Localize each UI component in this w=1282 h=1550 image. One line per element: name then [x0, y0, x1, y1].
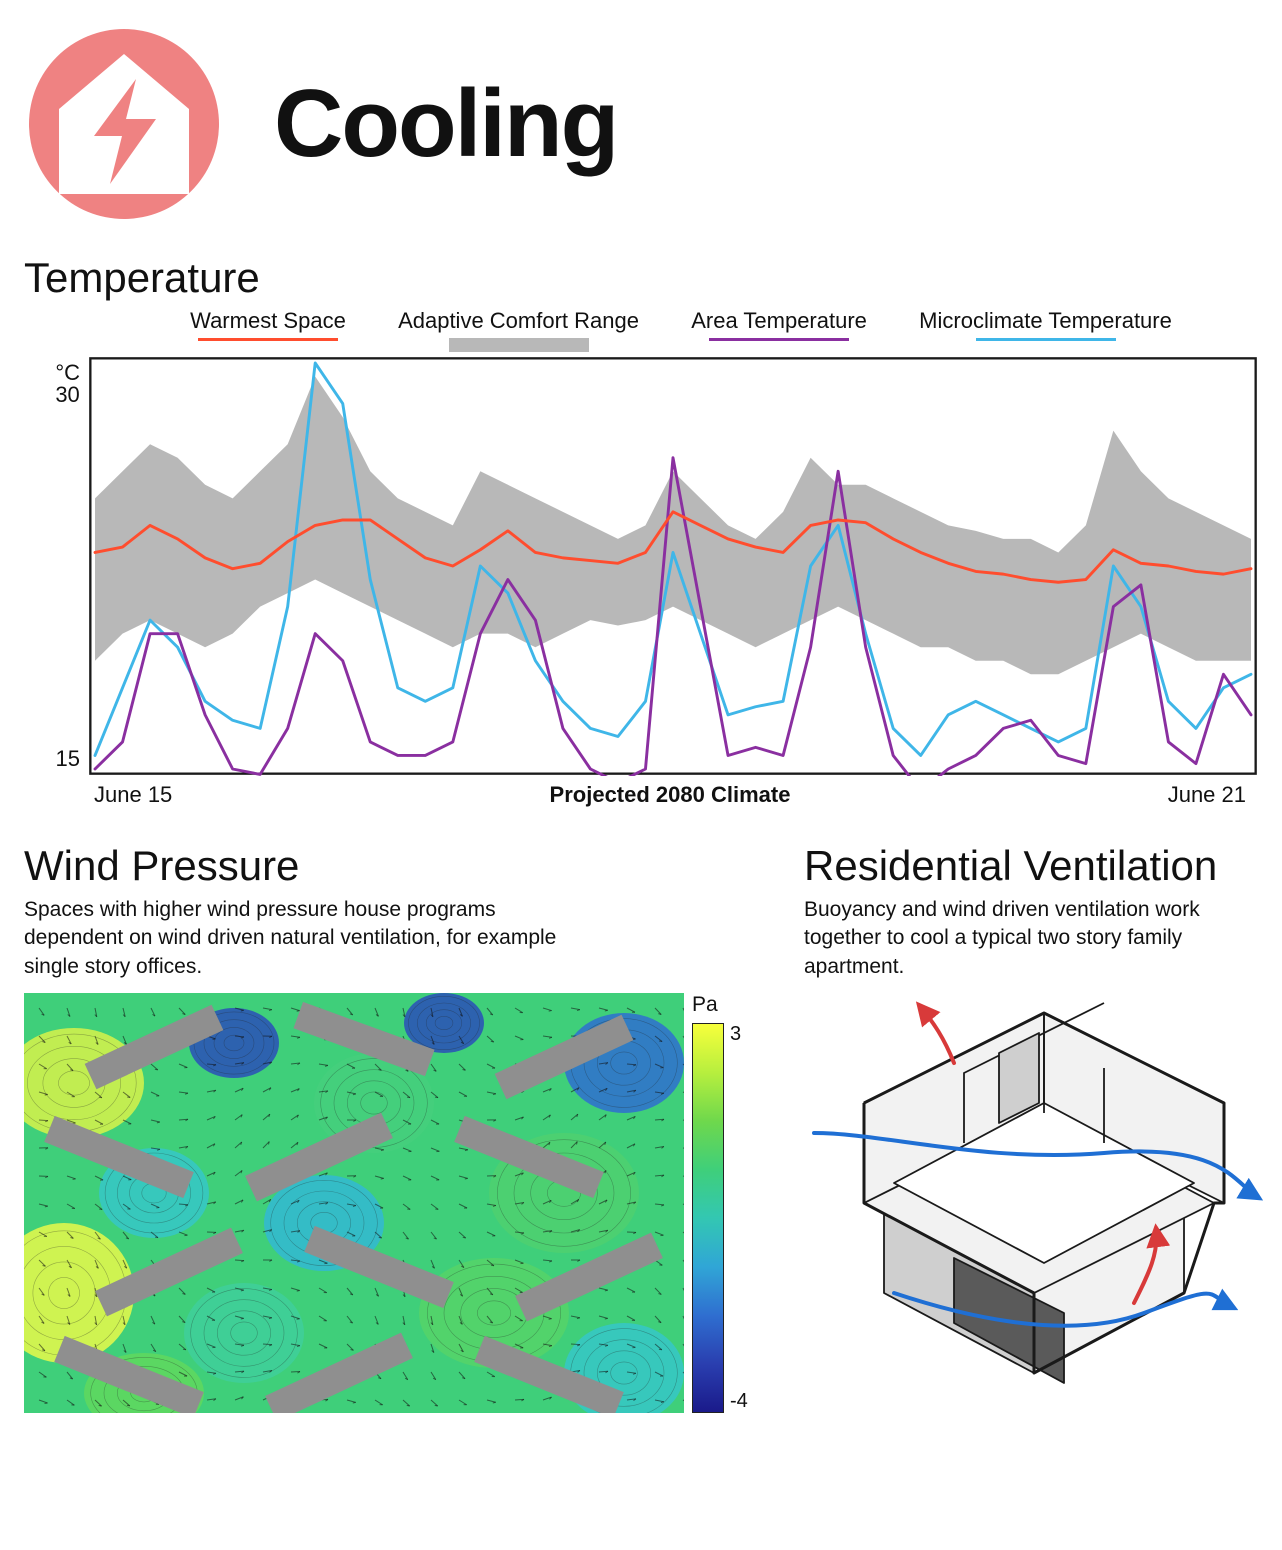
y-tick-max: 30 [55, 382, 80, 408]
wind-scale-labels: 3 -4 [724, 1023, 748, 1413]
temperature-title: Temperature [24, 254, 1258, 302]
wind-section: Wind Pressure Spaces with higher wind pr… [24, 832, 764, 1413]
wind-scale-max: 3 [730, 1023, 748, 1046]
wind-heatmap-wrap: Pa 3 -4 [24, 993, 764, 1413]
wind-title: Wind Pressure [24, 842, 764, 890]
legend-swatch-line [976, 338, 1116, 341]
x-right-label: June 21 [1168, 782, 1246, 808]
legend-micro: Microclimate Temperature [919, 308, 1172, 341]
legend-swatch-band [449, 338, 589, 352]
legend-label: Warmest Space [190, 308, 346, 334]
page: Cooling Temperature Warmest Space Adapti… [0, 0, 1282, 1445]
temperature-legend: Warmest Space Adaptive Comfort Range Are… [24, 308, 1258, 356]
wind-scale-min: -4 [730, 1390, 748, 1413]
page-title: Cooling [274, 76, 617, 172]
x-center-label: Projected 2080 Climate [550, 782, 791, 808]
legend-warmest: Warmest Space [190, 308, 346, 341]
wind-description: Spaces with higher wind pressure house p… [24, 896, 584, 981]
bottom-row: Wind Pressure Spaces with higher wind pr… [24, 832, 1258, 1413]
legend-swatch-line [198, 338, 338, 341]
wind-scale: Pa 3 -4 [692, 993, 748, 1413]
wind-scale-bar [692, 1023, 724, 1413]
x-axis: June 15 Projected 2080 Climate June 21 [24, 776, 1258, 808]
y-tick-min: 15 [56, 746, 80, 772]
page-header: Cooling [24, 24, 1258, 224]
legend-comfort: Adaptive Comfort Range [398, 308, 639, 352]
wind-scale-unit: Pa [692, 993, 718, 1017]
temperature-chart-svg [88, 356, 1258, 776]
x-left-label: June 15 [94, 782, 172, 808]
wind-heatmap-svg [24, 993, 684, 1413]
legend-label: Area Temperature [691, 308, 867, 334]
ventilation-title: Residential Ventilation [804, 842, 1274, 890]
temperature-chart: °C 30 15 [24, 356, 1258, 776]
ventilation-description: Buoyancy and wind driven ventilation wor… [804, 896, 1274, 981]
legend-swatch-line [709, 338, 849, 341]
ventilation-diagram-svg [804, 993, 1274, 1413]
temperature-section: Temperature Warmest Space Adaptive Comfo… [24, 254, 1258, 808]
legend-label: Microclimate Temperature [919, 308, 1172, 334]
y-axis: °C 30 15 [24, 356, 88, 776]
legend-label: Adaptive Comfort Range [398, 308, 639, 334]
legend-area: Area Temperature [691, 308, 867, 341]
ventilation-section: Residential Ventilation Buoyancy and win… [804, 832, 1274, 1413]
cooling-logo-icon [24, 24, 224, 224]
